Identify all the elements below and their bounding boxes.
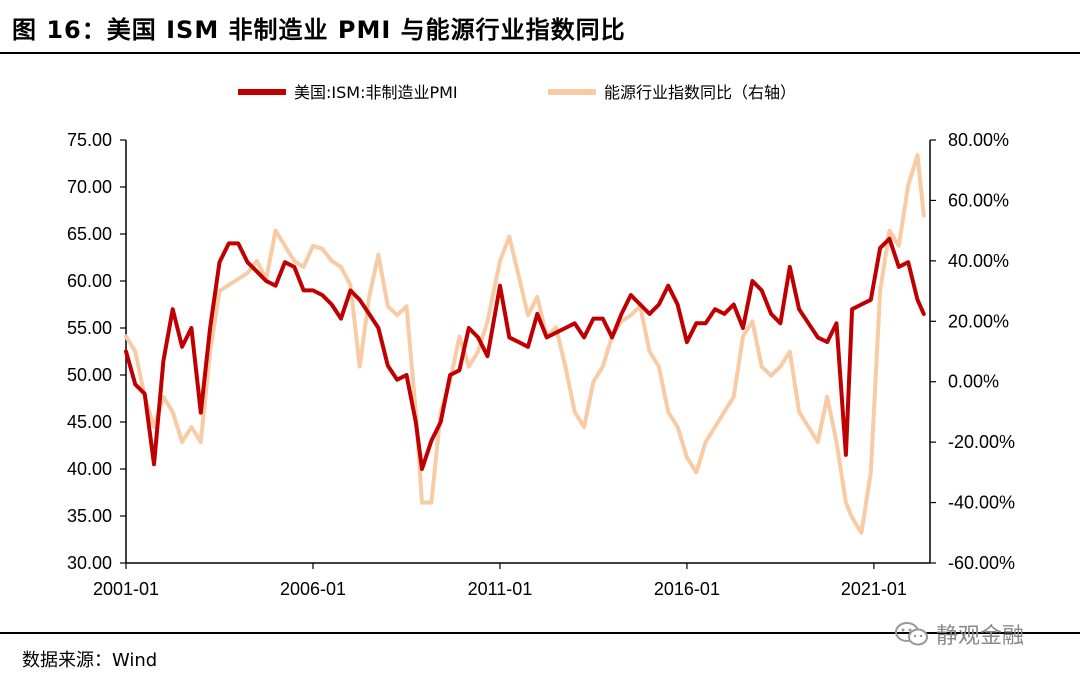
bottom-divider [0,632,1080,634]
left-tick-label: 30.00 [67,553,112,573]
x-tick-label: 2001-01 [93,579,159,599]
right-tick-label: 20.00% [948,311,1009,331]
left-tick-label: 35.00 [67,506,112,526]
wechat-icon [895,622,928,646]
left-tick-label: 70.00 [67,177,112,197]
right-tick-label: -40.00% [948,493,1015,513]
source-note: 数据来源：Wind [22,650,158,671]
series-layer [124,153,926,535]
x-tick-label: 2006-01 [280,579,346,599]
series-line-pmi [124,236,926,471]
watermark: 静观金融 [894,618,1024,650]
right-tick-label: 40.00% [948,251,1009,271]
left-tick-label: 45.00 [67,412,112,432]
chart-legend: 美国:ISM:非制造业PMI 能源行业指数同比（右轴） [238,83,796,102]
left-tick-label: 60.00 [67,271,112,291]
axes-layer: 75.00 70.00 65.00 60.00 55.00 50.00 45.00 40.00… [67,130,1015,599]
watermark-text: 静观金融 [936,624,1025,649]
right-tick-label: 60.00% [948,190,1009,210]
right-tick-label: -20.00% [948,432,1015,452]
x-tick-label: 2021-01 [841,579,907,599]
x-tick-label: 2016-01 [654,579,720,599]
left-tick-label: 75.00 [67,130,112,150]
top-divider [0,52,1080,54]
legend-label-pmi: 美国:ISM:非制造业PMI [294,83,458,102]
chart-title: 图 16：美国 ISM 非制造业 PMI 与能源行业指数同比 [12,16,626,44]
x-tick-label: 2011-01 [468,579,533,599]
left-tick-label: 55.00 [67,318,112,338]
series-line-energy [124,153,926,535]
right-tick-label: 80.00% [948,130,1009,150]
right-tick-label: 0.00% [948,372,999,392]
legend-label-energy: 能源行业指数同比（右轴） [604,83,796,102]
left-tick-label: 65.00 [67,224,112,244]
left-tick-label: 50.00 [67,365,112,385]
left-tick-label: 40.00 [67,459,112,479]
right-tick-label: -60.00% [948,553,1015,573]
